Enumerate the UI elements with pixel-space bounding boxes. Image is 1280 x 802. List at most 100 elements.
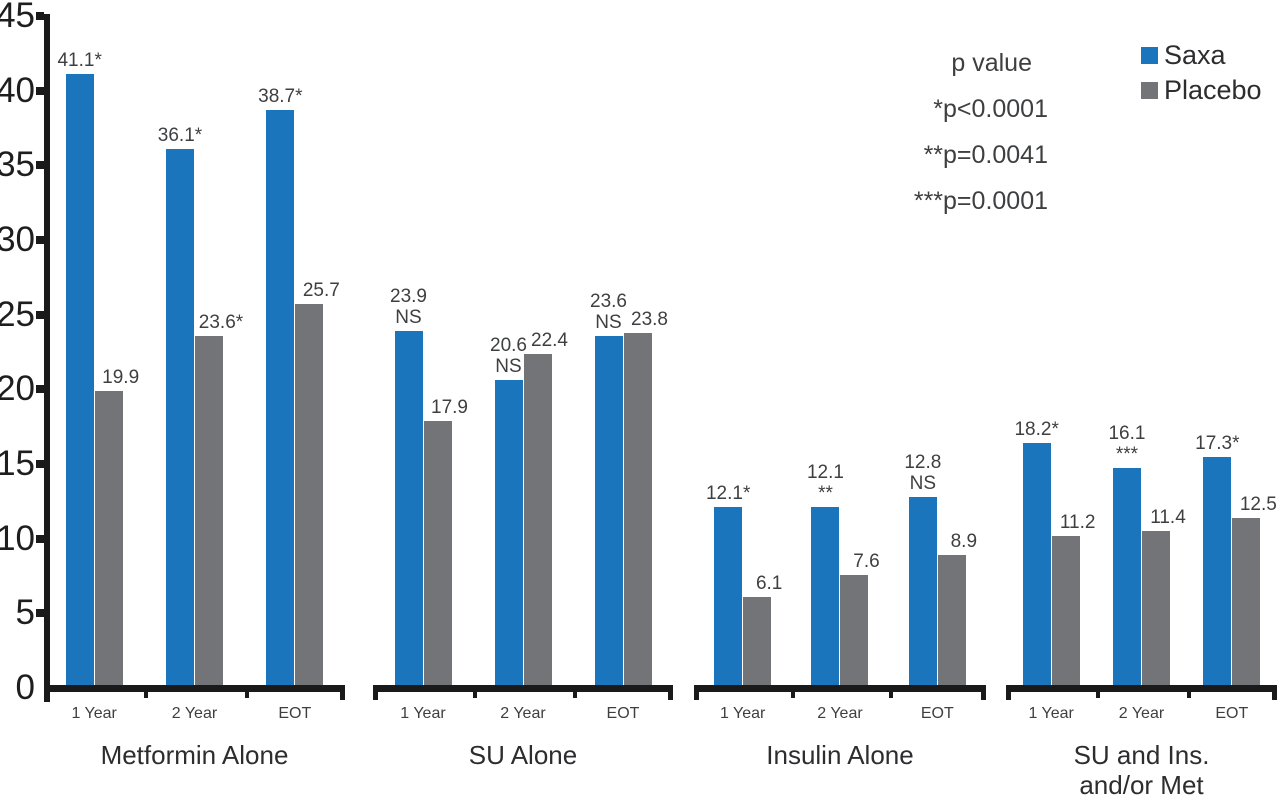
category-tick-labels: 1 Year 2 Year EOT [373, 704, 673, 724]
axis-subgroup-tick [572, 685, 577, 698]
saxa-bar: 17.3* [1195, 433, 1240, 688]
p-value-annotation: p value *p<0.0001 **p=0.0041 ***p=0.0001 [914, 40, 1048, 224]
placebo-bar: 25.7 [295, 280, 340, 688]
legend-item-placebo: Placebo [1141, 75, 1262, 106]
category-tick-label: 1 Year [1028, 705, 1074, 722]
subgroup-1-year: 41.1* 19.9 [44, 16, 144, 688]
placebo-bar: 7.6 [840, 551, 880, 688]
axis-subgroup-tick [244, 685, 249, 698]
saxa-value-label: 16.1 *** [1108, 423, 1146, 466]
placebo-bar: 11.4 [1141, 507, 1186, 688]
axis-subgroup-tick [1096, 685, 1101, 698]
category-tick-label: EOT [1215, 705, 1249, 722]
x-axis-segment [44, 685, 345, 700]
saxa-value-label: 18.2* [1014, 419, 1059, 441]
subgroup-2-year: 36.1* 23.6* [144, 16, 244, 688]
y-tick-label: 40 [0, 70, 35, 110]
subgroup-1-year: 23.9 NS 17.9 [373, 16, 473, 688]
y-axis-tick [36, 86, 44, 95]
category-tick-label: EOT [920, 705, 954, 722]
group-bars: 18.2* 11.2 16.1 *** 11.4 17.3* 12.5 [1006, 16, 1277, 688]
p-value-line: ***p=0.0001 [913, 187, 1048, 215]
y-tick-label: 5 [15, 593, 35, 633]
subgroup-eot: 12.8 NS 8.9 [889, 16, 986, 688]
placebo-value-label: 11.4 [1150, 507, 1186, 529]
legend-label: Placebo [1164, 75, 1262, 105]
placebo-value-label: 25.7 [302, 280, 340, 302]
saxa-bar: 20.6 NS [490, 335, 527, 688]
group-bars: 23.9 NS 17.9 20.6 NS 22.4 23.6 NS 23.8 [373, 16, 673, 688]
y-axis-tick [36, 385, 44, 394]
y-axis-tick [36, 12, 44, 20]
y-tick-label: 0 [15, 668, 35, 707]
saxa-bar: 12.8 NS [904, 452, 941, 688]
saxa-bar: 38.7* [258, 86, 303, 688]
subgroup-1-year: 18.2* 11.2 [1006, 16, 1096, 688]
axis-end-cap [373, 685, 378, 700]
placebo-legend-swatch [1141, 82, 1158, 99]
y-tick-label: 25 [0, 294, 35, 334]
axis-end-cap [981, 685, 986, 700]
subgroup-eot: 38.7* 25.7 [245, 16, 345, 688]
saxa-value-label: 36.1* [157, 124, 203, 146]
placebo-value-label: 17.9 [431, 396, 468, 418]
placebo-value-label: 6.1 [755, 572, 783, 594]
axis-end-cap [44, 685, 49, 700]
category-tick-label: 1 Year [719, 705, 766, 722]
axis-subgroup-tick [1186, 685, 1191, 698]
category-tick-labels: 1 Year 2 Year EOT [694, 704, 986, 724]
axis-end-cap [668, 685, 673, 700]
category-tick-label: 1 Year [400, 705, 446, 722]
y-axis-tick [36, 161, 44, 170]
category-tick-label: 2 Year [171, 705, 218, 722]
group-bars: 12.1* 6.1 12.1 ** 7.6 12.8 NS 8.9 [694, 16, 986, 688]
y-tick-label: 35 [0, 145, 35, 185]
saxa-bar: 12.1* [706, 483, 750, 688]
p-value-lines: *p<0.0001 **p=0.0041 ***p=0.0001 [914, 86, 1048, 224]
placebo-bar: 11.2 [1051, 512, 1095, 688]
placebo-value-label: 7.6 [853, 550, 880, 572]
subgroup-2-year: 16.1 *** 11.4 [1096, 16, 1186, 688]
subgroup-eot: 17.3* 12.5 [1187, 16, 1277, 688]
category-tick-labels: 1 Year 2 Year EOT [1006, 704, 1277, 724]
x-axis-segment [373, 685, 673, 700]
placebo-value-label: 22.4 [531, 329, 568, 351]
group-bars: 41.1* 19.9 36.1* 23.6* 38.7* 25.7 [44, 16, 345, 688]
placebo-bar: 8.9 [937, 531, 977, 688]
saxa-value-label: 17.3* [1195, 432, 1240, 454]
y-tick-label: 15 [0, 444, 35, 483]
saxa-bar: 12.1 ** [807, 462, 844, 688]
saxa-value-label: 12.8 NS [904, 451, 942, 494]
y-axis-tick [36, 236, 44, 244]
group-label: SU and Ins. and/or Met [1073, 740, 1210, 800]
saxa-bar: 23.6 NS [590, 291, 627, 688]
placebo-value-label: 12.5 [1239, 493, 1277, 515]
placebo-value-label: 19.9 [102, 366, 140, 388]
placebo-bar: 23.6* [194, 312, 243, 688]
saxa-value-label: 12.1* [705, 483, 751, 505]
axis-subgroup-tick [472, 685, 477, 698]
axis-subgroup-tick [791, 685, 796, 698]
saxa-value-label: 12.1 ** [806, 462, 844, 505]
legend: Saxa Placebo [1141, 40, 1262, 110]
category-tick-labels: 1 Year 2 Year EOT [44, 704, 345, 724]
y-axis-tick [36, 609, 44, 618]
saxa-value-label: 23.9 NS [390, 286, 427, 329]
axis-end-cap [1006, 685, 1011, 700]
saxa-value-label: 38.7* [258, 86, 303, 108]
placebo-bar: 12.5 [1232, 494, 1277, 688]
saxa-bar: 36.1* [158, 125, 202, 688]
subgroup-eot: 23.6 NS 23.8 [573, 16, 673, 688]
legend-label: Saxa [1164, 40, 1226, 70]
placebo-value-label: 23.6* [198, 311, 244, 333]
y-axis-tick [36, 310, 44, 319]
placebo-bar: 23.8 [623, 309, 668, 688]
p-value-title: p value [951, 49, 1032, 77]
category-tick-label: 2 Year [1118, 705, 1165, 722]
subgroup-2-year: 12.1 ** 7.6 [791, 16, 888, 688]
placebo-bar: 6.1 [743, 573, 782, 688]
saxa-value-label: 20.6 NS [490, 335, 527, 378]
axis-end-cap [340, 685, 345, 700]
x-axis-segment [1006, 685, 1277, 700]
